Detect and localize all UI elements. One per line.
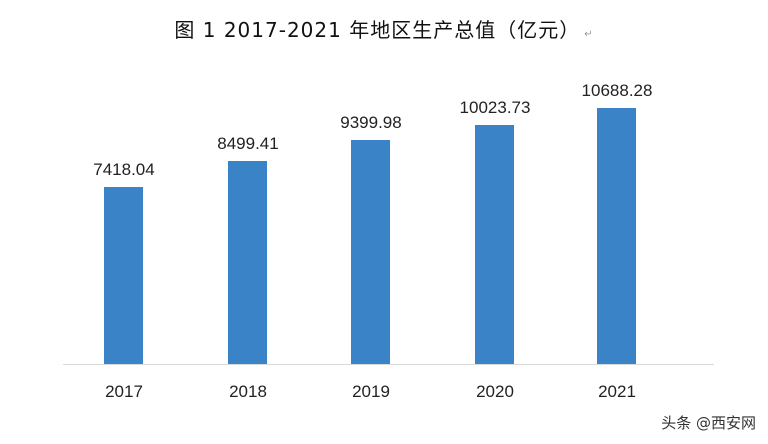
value-label-2020: 10023.73 [459,98,531,117]
chart-title-text: 图 1 2017-2021 年地区生产总值（亿元） [174,18,581,42]
x-tick-2019: 2019 [352,382,390,401]
bar-2019 [351,140,390,364]
watermark: 头条 @西安网 [661,414,756,432]
value-label-2021: 10688.28 [581,81,653,100]
x-tick-2017: 2017 [105,382,143,401]
chart-title: 图 1 2017-2021 年地区生产总值（亿元） ↵ [0,14,768,43]
value-label-2017: 7418.04 [93,160,155,179]
value-label-2019: 9399.98 [340,113,402,132]
x-tick-2021: 2021 [598,382,636,401]
bar-2018 [228,161,267,364]
x-tick-2018: 2018 [229,382,267,401]
x-tick-2020: 2020 [476,382,514,401]
x-axis-line [63,364,714,365]
bar-2021 [597,108,636,364]
return-mark-icon: ↵ [584,29,594,40]
bar-2020 [475,125,514,364]
value-label-2018: 8499.41 [217,134,279,153]
bar-2017 [104,187,143,364]
